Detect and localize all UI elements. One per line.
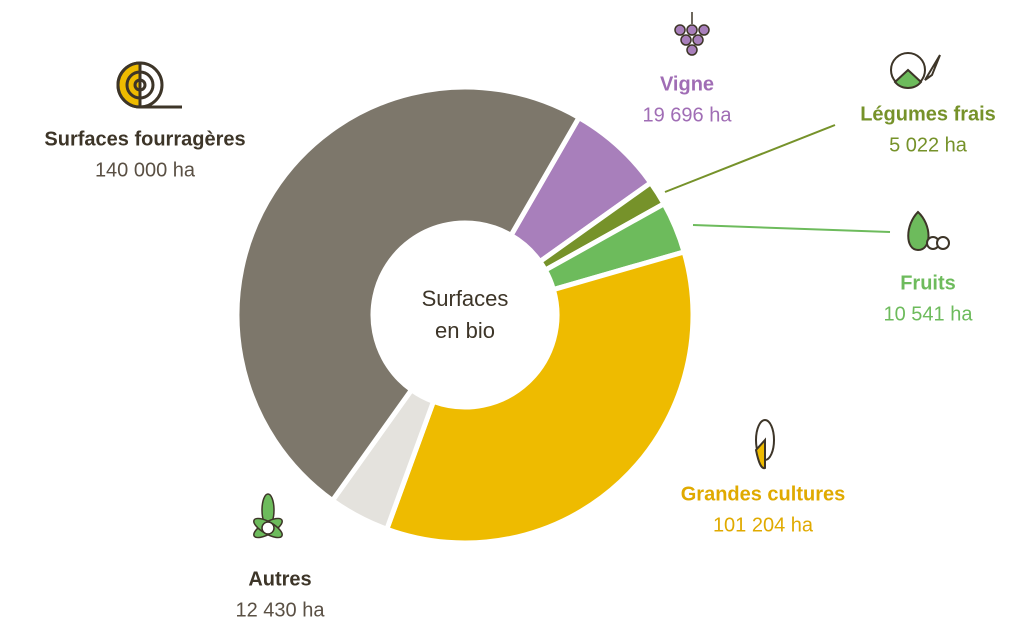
value-label: 12 430 ha <box>236 599 326 620</box>
category-label: Autres <box>248 568 311 590</box>
corn-icon <box>754 419 775 470</box>
donut-slice <box>383 248 696 546</box>
center-label: en bio <box>435 318 495 343</box>
fruit-icon <box>907 210 950 252</box>
flower-icon <box>253 493 283 539</box>
category-label: Surfaces fourragères <box>44 128 245 150</box>
donut-slice <box>234 84 583 505</box>
category-label: Grandes cultures <box>681 483 846 505</box>
value-label: 10 541 ha <box>884 303 974 325</box>
category-label: Vigne <box>660 73 714 95</box>
hay-icon <box>116 61 182 109</box>
value-label: 19 696 ha <box>643 104 733 126</box>
donut <box>234 84 696 546</box>
category-label: Légumes frais <box>860 103 996 125</box>
vegetable-icon <box>890 52 941 89</box>
center-label: Surfaces <box>422 286 509 311</box>
leader-line <box>692 224 891 233</box>
grape-icon <box>674 12 710 56</box>
leader-line <box>664 124 836 193</box>
category-label: Fruits <box>900 272 956 294</box>
value-label: 5 022 ha <box>889 134 968 156</box>
value-label: 101 204 ha <box>713 514 814 536</box>
value-label: 140 000 ha <box>95 159 196 181</box>
